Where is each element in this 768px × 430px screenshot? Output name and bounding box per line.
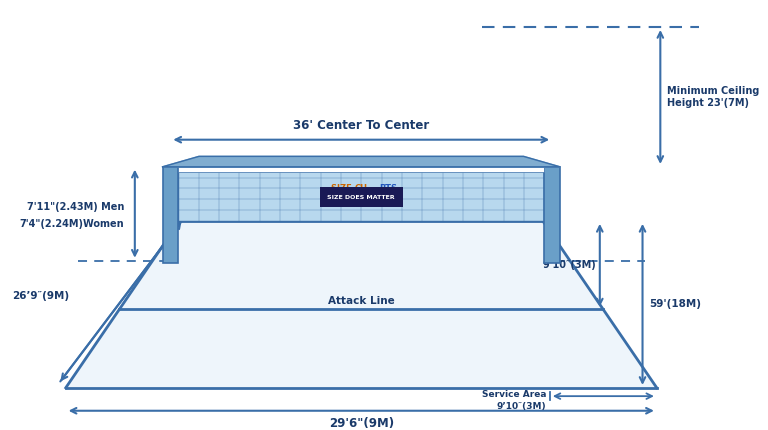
Text: Service Area: Service Area xyxy=(482,390,546,399)
Polygon shape xyxy=(163,157,560,167)
Text: CH: CH xyxy=(354,184,367,194)
Text: SIZE: SIZE xyxy=(330,184,354,194)
Bar xyxy=(545,167,560,263)
Text: Minimum Ceiling
Height 23'(7M): Minimum Ceiling Height 23'(7M) xyxy=(667,86,760,108)
Text: 36' Center To Center: 36' Center To Center xyxy=(293,119,429,132)
Text: RTS: RTS xyxy=(379,184,397,194)
Text: 9’10″(3M): 9’10″(3M) xyxy=(542,260,596,270)
Text: SIZE DOES MATTER: SIZE DOES MATTER xyxy=(327,195,395,200)
Text: 59'(18M): 59'(18M) xyxy=(650,299,702,310)
Text: Center Line: Center Line xyxy=(327,208,395,218)
Text: 7'11"(2.43M) Men: 7'11"(2.43M) Men xyxy=(27,203,124,212)
Text: Attack Line: Attack Line xyxy=(328,296,395,306)
Bar xyxy=(163,167,178,263)
Bar xyxy=(178,167,545,221)
Text: 7'4"(2.24M)Women: 7'4"(2.24M)Women xyxy=(19,219,124,229)
Polygon shape xyxy=(66,221,657,388)
Text: 29'6"(9M): 29'6"(9M) xyxy=(329,417,394,430)
Bar xyxy=(178,167,545,172)
Text: 9’10″(3M): 9’10″(3M) xyxy=(497,402,546,411)
Text: 26’9″(9M): 26’9″(9M) xyxy=(12,291,69,301)
